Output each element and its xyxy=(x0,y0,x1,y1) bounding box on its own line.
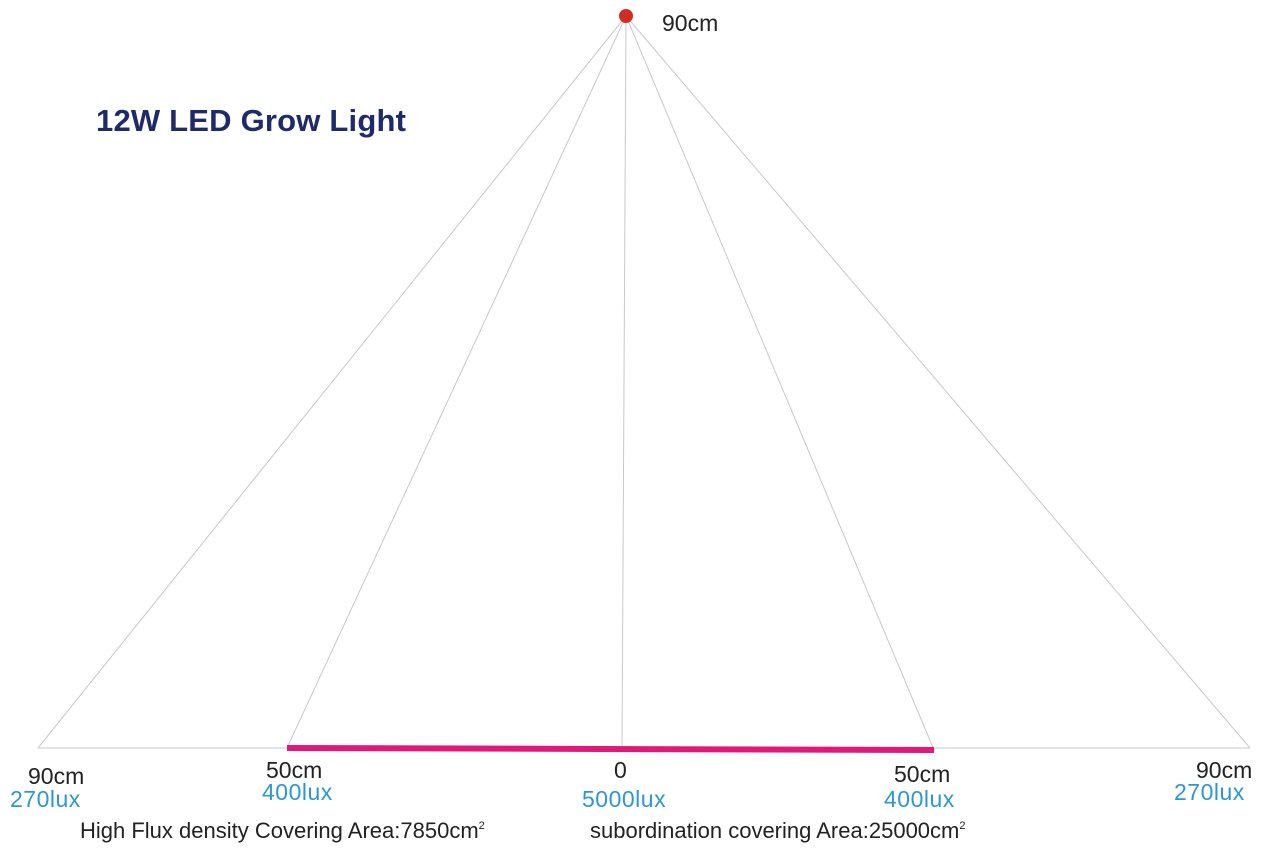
lux-label-right-50: 400lux xyxy=(884,786,955,812)
subordination-area-sup: 2 xyxy=(959,820,966,832)
distance-label-right-90: 90cm xyxy=(1196,757,1253,783)
distance-label-left-50: 50cm xyxy=(266,757,323,783)
diagram-title: 12W LED Grow Light xyxy=(96,103,407,138)
subordination-area-text: subordination covering Area:25000cm2 xyxy=(590,818,966,844)
subordination-area-value: 25000cm xyxy=(868,818,960,843)
subordination-area-label: subordination covering Area: xyxy=(590,818,869,843)
high-flux-area-sup: 2 xyxy=(478,820,485,832)
high-flux-area-value: 7850cm xyxy=(400,818,479,843)
beam-line-left-90 xyxy=(37,15,627,749)
high-flux-area-text: High Flux density Covering Area:7850cm2 xyxy=(80,818,485,844)
beam-line-right-90 xyxy=(625,15,1251,749)
distance-label-left-90: 90cm xyxy=(28,763,85,789)
beam-line-left-50 xyxy=(286,15,627,749)
lux-label-center: 5000lux xyxy=(582,786,667,812)
distance-label-center: 0 xyxy=(614,757,627,783)
lux-label-right-90: 270lux xyxy=(1174,779,1245,805)
source-height-label: 90cm xyxy=(662,10,719,36)
beam-line-center xyxy=(621,15,627,749)
lux-label-left-90: 270lux xyxy=(10,786,81,812)
high-flux-bar xyxy=(286,745,935,753)
high-flux-area-label: High Flux density Covering Area: xyxy=(80,818,401,843)
light-source-dot xyxy=(619,9,633,23)
beam-line-right-50 xyxy=(625,15,935,751)
distance-label-right-50: 50cm xyxy=(894,761,951,787)
lux-label-left-50: 400lux xyxy=(262,779,333,805)
